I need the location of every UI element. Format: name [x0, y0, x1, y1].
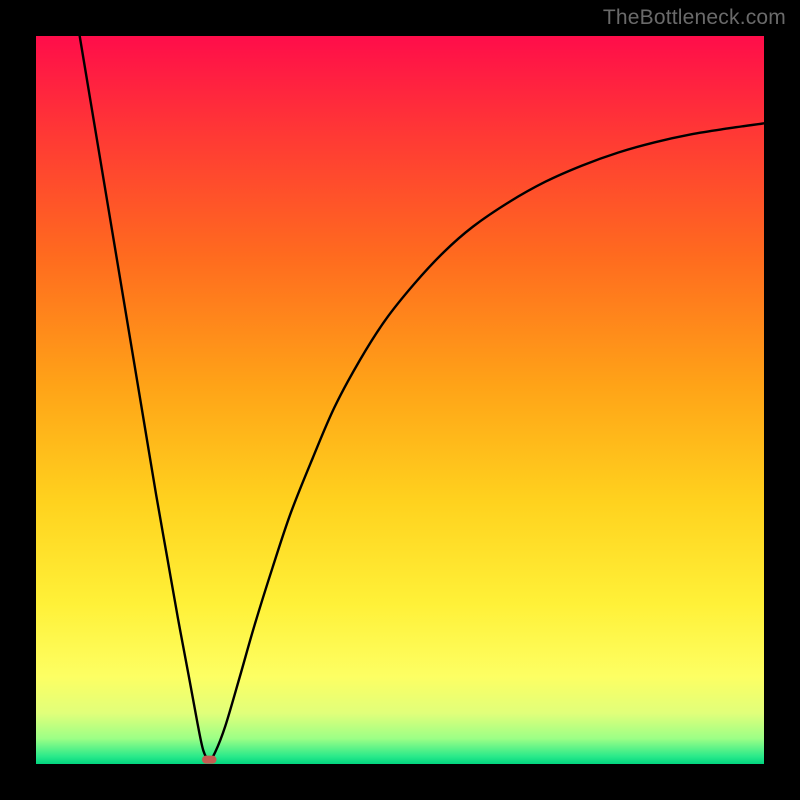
bottleneck-chart: [0, 0, 800, 800]
watermark-text: TheBottleneck.com: [603, 6, 786, 30]
optimal-point-marker: [202, 756, 217, 764]
chart-container: TheBottleneck.com: [0, 0, 800, 800]
plot-gradient-background: [36, 36, 764, 764]
